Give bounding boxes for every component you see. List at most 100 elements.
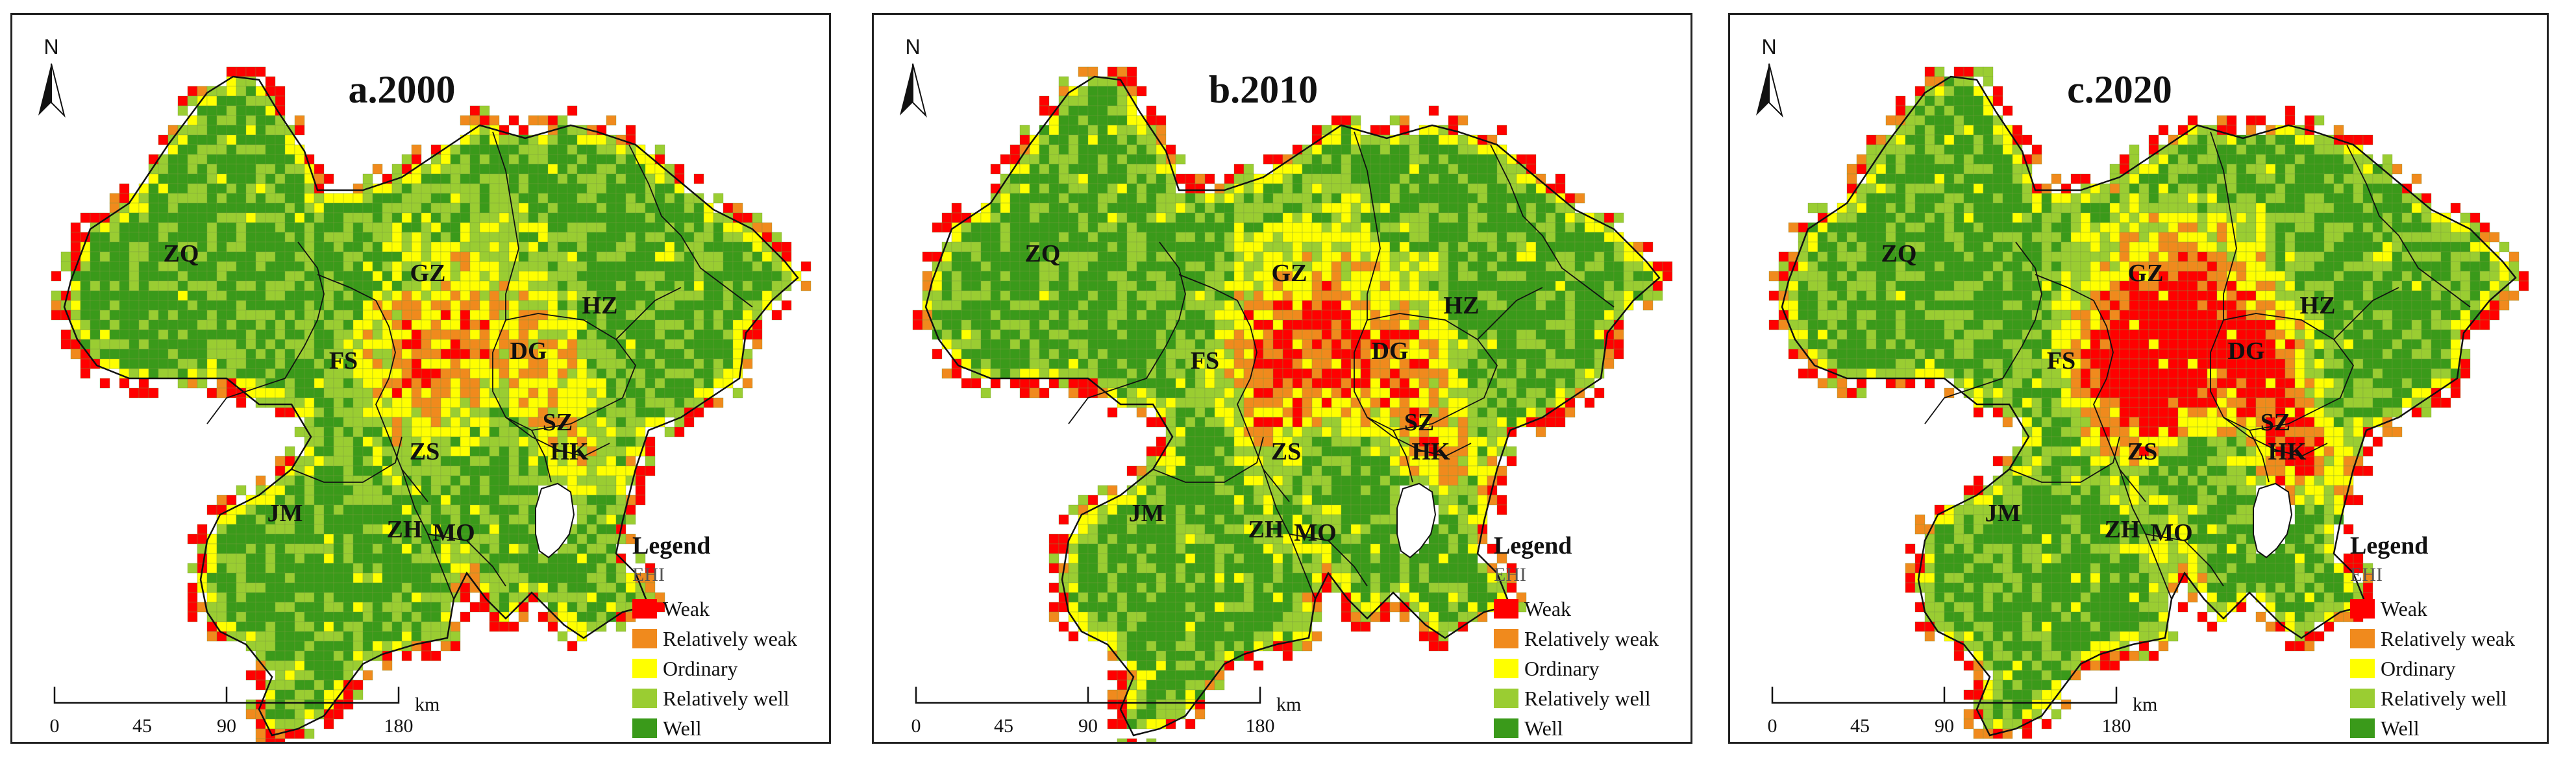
city-boundary: [1068, 241, 1186, 424]
city-label: ZH: [2105, 516, 2140, 543]
panel-title: b.2010: [1209, 68, 1318, 111]
legend-swatch: [632, 689, 657, 708]
city-label: MO: [2150, 519, 2192, 546]
city-boundary: [2223, 417, 2328, 457]
legend-swatch: [1494, 659, 1518, 678]
city-label: GZ: [1272, 260, 1307, 287]
legend-item-label: Weak: [2381, 597, 2427, 620]
north-arrow-icon: [1756, 63, 1783, 118]
city-boundary: [1152, 436, 1264, 483]
scale-tick-label: 180: [2102, 715, 2131, 737]
city-boundary: [505, 417, 610, 457]
scale-unit: km: [1276, 694, 1301, 715]
city-label: JM: [1985, 500, 2021, 527]
city-label: MO: [1294, 519, 1336, 546]
city-boundary: [1178, 274, 1290, 502]
city-label: JM: [1129, 500, 1165, 527]
legend-item-label: Well: [2381, 717, 2420, 740]
legend-item-label: Weak: [663, 597, 710, 620]
city-label: SZ: [2260, 409, 2290, 436]
city-label: JM: [267, 500, 303, 527]
estuary-water: [2253, 482, 2293, 559]
city-label: ZS: [2127, 438, 2157, 465]
legend-item-label: Relatively well: [663, 687, 789, 710]
legend-swatch: [632, 718, 657, 738]
legend-swatch: [1494, 718, 1518, 738]
city-label: HZ: [1444, 292, 1480, 319]
legend-item-label: Relatively weak: [2381, 627, 2515, 650]
city-boundary: [531, 430, 552, 483]
estuary-water: [1396, 482, 1437, 559]
city-label: ZH: [387, 516, 423, 543]
city-label: ZS: [410, 438, 440, 465]
city-boundary: [1477, 287, 1543, 340]
city-label: HZ: [582, 292, 618, 319]
legend-swatch: [2350, 689, 2375, 708]
city-label: GZ: [2128, 260, 2164, 287]
city-boundary: [427, 533, 506, 587]
city-boundary: [628, 144, 753, 308]
city-label: DG: [510, 337, 547, 365]
region-outline: [63, 75, 799, 737]
city-label: FS: [2047, 347, 2075, 374]
legend-title: Legend: [632, 532, 710, 559]
legend-item-label: Weak: [1524, 597, 1571, 620]
north-label: N: [905, 35, 920, 58]
map-panel-2020: ZQ GZ HZ FS DG SZ HK ZS JM ZH MO c.2020 N Legend EHI We…: [1728, 13, 2549, 744]
legend: Legend EHI Weak Relatively weak Ordinary Rela…: [2350, 532, 2515, 740]
city-boundary: [1393, 430, 1413, 483]
legend-swatch: [2350, 629, 2375, 648]
city-label: ZS: [1271, 438, 1301, 465]
region-outline: [924, 75, 1661, 737]
north-label: N: [43, 35, 58, 58]
scale-tick-label: 0: [1768, 715, 1777, 737]
legend-swatch: [1494, 629, 1518, 648]
legend: Legend EHI Weak Relatively weak Ordinary Rela…: [1494, 532, 1659, 740]
city-boundary: [2210, 131, 2237, 320]
scale-tick-label: 180: [384, 715, 414, 737]
scale-unit: km: [2133, 694, 2157, 715]
scale-tick-label: 0: [911, 715, 921, 737]
legend-swatch: [2350, 599, 2375, 619]
legend-subtitle: EHI: [2350, 564, 2383, 585]
city-label: ZQ: [1025, 240, 1061, 267]
legend-swatch: [2350, 718, 2375, 738]
scale-tick-label: 90: [217, 715, 236, 737]
north-label: N: [1761, 35, 1776, 58]
city-boundary: [317, 274, 428, 502]
city-label: DG: [2228, 337, 2265, 365]
legend-swatch: [632, 599, 657, 619]
map-panel-2010: ZQ GZ HZ FS DG SZ HK ZS JM ZH MO b.2010 N Legend EHI We…: [872, 13, 1692, 744]
city-label: HZ: [2300, 292, 2336, 319]
legend-item-label: Well: [663, 717, 702, 740]
legend-item-label: Relatively weak: [1524, 627, 1659, 650]
legend-subtitle: EHI: [1494, 564, 1526, 585]
city-label: MO: [432, 519, 475, 546]
city-boundary: [1490, 144, 1615, 308]
legend-item-label: Relatively well: [2381, 687, 2507, 710]
legend-title: Legend: [1494, 532, 1572, 559]
legend-title: Legend: [2350, 532, 2428, 559]
city-boundary: [291, 436, 402, 483]
city-boundary: [1367, 417, 1472, 457]
legend-item-label: Well: [1524, 717, 1563, 740]
legend-swatch: [1494, 599, 1518, 619]
panel-title: a.2000: [349, 68, 456, 111]
city-label: HK: [550, 438, 589, 465]
legend-swatch: [632, 629, 657, 648]
map-panel-2000: ZQ GZ HZ FS DG SZ HK ZS JM ZH MO a.2000 N Legend EHI We…: [10, 13, 831, 744]
panel-title: c.2020: [2067, 68, 2172, 111]
city-boundary: [2346, 144, 2471, 308]
city-label: HK: [1411, 438, 1450, 465]
city-label: HK: [2268, 438, 2307, 465]
legend: Legend EHI Weak Relatively weak Ordinary Rela…: [632, 532, 797, 740]
city-label: GZ: [410, 260, 446, 287]
north-arrow-icon: [900, 63, 927, 118]
city-boundary: [615, 287, 682, 340]
